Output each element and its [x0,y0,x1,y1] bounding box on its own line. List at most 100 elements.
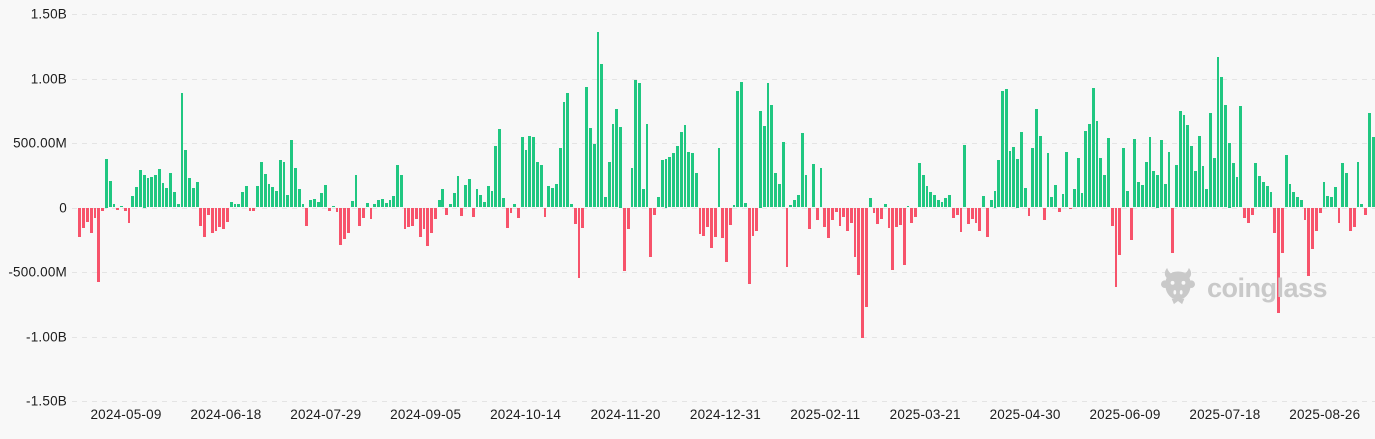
flow-bar[interactable] [120,205,123,208]
flow-bar[interactable] [350,201,354,208]
flow-bar[interactable] [978,207,982,231]
flow-bar[interactable] [1065,152,1069,208]
flow-bar[interactable] [834,207,838,212]
flow-bar[interactable] [910,207,914,223]
flow-bar[interactable] [184,150,188,208]
flow-bar[interactable] [203,207,207,238]
flow-bar[interactable] [566,92,570,208]
flow-bar[interactable] [1228,143,1231,208]
flow-bar[interactable] [827,207,830,239]
flow-bar[interactable] [808,207,812,229]
flow-bar[interactable] [1352,207,1356,227]
flow-bar[interactable] [1277,207,1280,313]
flow-bar[interactable] [1038,135,1042,208]
flow-bar[interactable] [1322,181,1326,208]
flow-bar[interactable] [339,207,343,245]
flow-bar[interactable] [664,159,668,208]
flow-bar[interactable] [104,159,108,208]
flow-bar[interactable] [445,207,449,216]
flow-bar[interactable] [638,83,641,208]
flow-bar[interactable] [294,167,297,208]
flow-bar[interactable] [967,207,970,225]
flow-bar[interactable] [278,159,282,208]
flow-bar[interactable] [494,146,498,208]
flow-bar[interactable] [751,207,755,236]
flow-bar[interactable] [963,144,967,208]
flow-bar[interactable] [660,159,664,208]
flow-bar[interactable] [131,195,135,208]
flow-bar[interactable] [630,168,634,208]
flow-bar[interactable] [520,136,524,208]
flow-bar[interactable] [747,207,751,285]
flow-bar[interactable] [838,207,842,226]
flow-bar[interactable] [728,207,732,225]
flow-bar[interactable] [259,162,263,208]
flow-bar[interactable] [218,207,222,227]
flow-bar[interactable] [1356,162,1360,208]
flow-bar[interactable] [1046,153,1050,208]
flow-bar[interactable] [781,142,785,208]
flow-bar[interactable] [948,195,951,208]
flow-bar[interactable] [1008,151,1012,208]
flow-bar[interactable] [1337,207,1341,223]
flow-bar[interactable] [1023,187,1027,208]
flow-bar[interactable] [437,200,441,208]
flow-bar[interactable] [127,207,131,223]
flow-bar[interactable] [732,204,736,208]
flow-bar[interactable] [407,207,411,228]
flow-bar[interactable] [1091,88,1095,208]
flow-bar[interactable] [641,189,645,208]
flow-bar[interactable] [936,199,940,208]
flow-bar[interactable] [433,207,437,220]
flow-bar[interactable] [944,197,948,208]
flow-bar[interactable] [1262,182,1265,208]
flow-bar[interactable] [210,207,214,234]
flow-bar[interactable] [449,203,452,208]
flow-bar[interactable] [1284,154,1288,208]
flow-bar[interactable] [577,207,581,279]
flow-bar[interactable] [570,203,573,208]
flow-bar[interactable] [1318,207,1322,214]
flow-bar[interactable] [1333,186,1337,208]
flow-bar[interactable] [906,206,910,208]
flow-bar[interactable] [1076,158,1080,208]
flow-bar[interactable] [346,207,350,234]
flow-bar[interactable] [849,207,853,223]
flow-bar[interactable] [872,207,876,214]
flow-bar[interactable] [1299,199,1303,208]
flow-bar[interactable] [1360,203,1364,208]
flow-bar[interactable] [229,202,233,208]
flow-bar[interactable] [1201,165,1205,208]
flow-bar[interactable] [1231,162,1235,208]
flow-bar[interactable] [422,207,426,229]
flow-bar[interactable] [668,157,672,208]
flow-bar[interactable] [1175,164,1178,208]
flow-bar[interactable] [180,92,184,208]
flow-bar[interactable] [649,207,653,257]
flow-bar[interactable] [505,207,509,229]
flow-bar[interactable] [1141,184,1144,208]
flow-bar[interactable] [380,199,384,208]
flow-bar[interactable] [551,188,554,208]
flow-bar[interactable] [1250,207,1254,215]
flow-bar[interactable] [1027,207,1031,216]
flow-bar[interactable] [725,207,728,262]
flow-bar[interactable] [623,207,626,271]
flow-bar[interactable] [1054,184,1057,208]
flow-bar[interactable] [955,207,959,215]
flow-bar[interactable] [1050,197,1054,208]
flow-bar[interactable] [933,195,936,208]
flow-bar[interactable] [237,204,241,208]
flow-bar[interactable] [615,109,619,208]
flow-bar[interactable] [645,124,649,208]
flow-bar[interactable] [1246,207,1250,223]
flow-bar[interactable] [524,150,528,208]
flow-bar[interactable] [312,199,316,208]
plot-area[interactable] [72,14,1375,402]
flow-bar[interactable] [165,188,169,208]
flow-bar[interactable] [1129,207,1133,241]
flow-bar[interactable] [547,186,551,208]
flow-bar[interactable] [456,175,460,208]
flow-bar[interactable] [498,128,502,208]
flow-bar[interactable] [1243,207,1246,219]
